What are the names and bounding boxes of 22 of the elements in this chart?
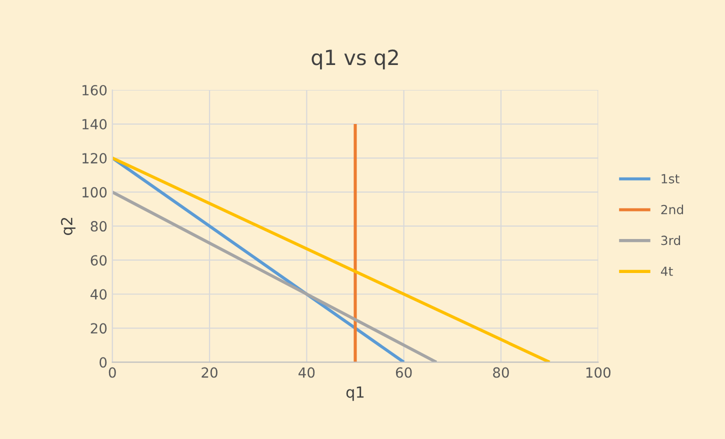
- x-tick-label: 40: [298, 367, 315, 378]
- legend-label: 4t: [660, 266, 673, 276]
- y-tick-label: 160: [82, 84, 107, 96]
- legend-label: 3rd: [661, 235, 680, 246]
- x-tick-label: 0: [108, 367, 116, 378]
- legend-label: 2nd: [661, 204, 684, 214]
- y-tick-label: 40: [90, 289, 107, 300]
- x-tick-label: 60: [396, 367, 412, 378]
- y-axis-title: q2: [60, 218, 76, 235]
- x-tick-label: 20: [202, 367, 218, 378]
- chart-title: q1 vs q2: [312, 50, 398, 70]
- y-tick-label: 0: [100, 357, 107, 368]
- y-tick-label: 80: [90, 221, 107, 232]
- y-tick-label: 60: [90, 255, 107, 266]
- y-tick-label: 100: [82, 187, 107, 198]
- x-tick-label: 80: [493, 367, 509, 378]
- y-tick-label: 20: [90, 323, 107, 334]
- x-tick-label: 100: [586, 367, 610, 378]
- legend-label: 1st: [662, 174, 680, 184]
- y-tick-label: 140: [82, 118, 107, 130]
- y-tick-label: 120: [82, 153, 107, 164]
- x-axis-title: q1: [346, 386, 364, 401]
